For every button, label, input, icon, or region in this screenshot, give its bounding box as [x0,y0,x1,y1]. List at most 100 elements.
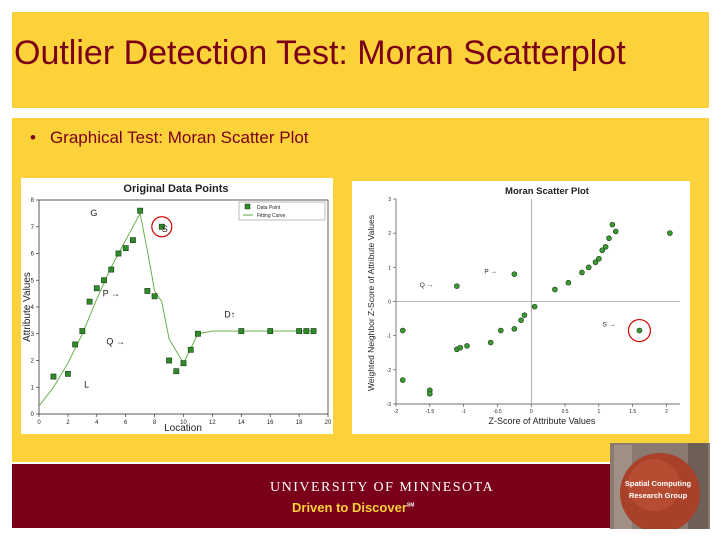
slide-title: Outlier Detection Test: Moran Scatterplo… [14,34,626,72]
x-tick-label: 2 [66,420,70,426]
scatter-point [579,269,585,276]
data-point [296,328,302,334]
scatter-point [565,279,572,286]
x-tick-label: 20 [325,420,332,426]
data-point [122,245,129,252]
y-tick-label: 0 [31,412,35,418]
data-point [166,357,172,364]
x-tick-label: -1 [461,409,466,415]
y-tick-label: 2 [388,231,391,237]
data-point [267,328,274,334]
plot-frame [38,199,329,415]
y-tick-label: -1 [387,334,392,340]
data-point [79,328,86,334]
y-tick-label: -3 [387,402,392,408]
scatter-point [518,317,524,324]
x-tick-label: 0 [530,409,533,415]
data-point [108,266,115,273]
research-group-line1: Spatial Computing [624,479,692,488]
outlier-highlight-circle [151,216,173,238]
y-tick-label: 8 [31,198,35,204]
x-tick-label: 16 [267,420,274,426]
scatter-point [498,327,504,334]
title-band [12,12,709,108]
scatter-point [511,271,518,277]
x-tick-label: 14 [238,420,245,426]
scatter-point [552,286,558,293]
y-tick-label: 3 [31,332,35,338]
x-tick-label: 0 [37,420,41,426]
x-tick-label: -2 [394,409,399,415]
university-wordmark: UNIVERSITY OF MINNESOTA [270,480,495,495]
x-axis-label: Z-Score of Attribute Values [489,416,596,426]
x-tick-label: 12 [209,420,216,426]
x-tick-label: -0.5 [493,409,502,415]
x-tick-label: 0.5 [562,409,569,415]
data-point [310,328,317,334]
data-point [173,368,180,375]
annotation-label: P → [484,268,497,275]
data-point [101,277,107,284]
research-group-label: Spatial Computing Research Group [618,478,698,502]
y-tick-label: 4 [31,305,35,311]
data-point [195,330,201,337]
data-point [72,341,79,348]
x-axis-label: Location [164,423,202,434]
scatter-point [521,312,528,318]
footer-band [12,464,709,528]
outlier-highlight-circle [627,318,652,343]
legend-box [238,201,326,221]
data-point [64,370,71,377]
annotation-label: Q → [420,282,433,289]
data-point [187,346,194,353]
y-tick-label: 2 [31,359,35,365]
y-tick-label: 1 [31,385,35,391]
chart-title: Moran Scatter Plot [505,186,590,197]
x-tick-label: 18 [296,420,303,426]
y-tick-label: 1 [388,265,391,271]
x-tick-label: 1.5 [629,409,636,415]
data-point [151,293,158,300]
annotation-label: S → [603,321,616,328]
scatter-point [585,264,592,271]
x-tick-label: 10 [180,420,187,426]
annotation-label: L [84,379,89,389]
moran-scatter-chart: Moran Scatter Plot -2 -1.5 -1 -0.5 0 0.5 1 1.5 2 -… [366,186,680,426]
data-point [130,237,136,244]
y-axis-label: Weighted Neighbor Z-Score of Attribute V… [366,215,376,391]
y-tick-label: 0 [388,300,391,306]
data-point [238,328,245,334]
scatter-point [612,228,619,235]
chart-title: Original Data Points [123,183,228,195]
y-tick-label: 5 [31,278,35,284]
moran-scatter-chart-panel: Moran Scatter Plot -2 -1.5 -1 -0.5 0 0.5 1 1.5 2 -… [352,181,690,434]
scatter-point [599,247,606,254]
legend-label-data-point: Data Point [257,205,281,211]
data-point [86,298,93,305]
y-tick-label: 3 [388,197,391,203]
legend-label-fitting-curve: Fitting Curve [257,213,286,219]
data-point [144,288,151,294]
scatter-point [457,344,464,351]
annotation-label: P → [103,288,120,298]
scatter-point [667,230,673,236]
data-point [93,285,100,292]
data-point [158,223,165,230]
annotation-label: Q → [106,336,125,346]
x-tick-label: 2 [665,409,668,415]
x-tick-label: -1.5 [425,409,434,415]
y-tick-label: 6 [31,252,35,258]
scatter-point [427,390,433,397]
bullet-item: • Graphical Test: Moran Scatter Plot [30,128,309,148]
x-tick-label: 4 [95,420,99,426]
legend-marker-data-point [244,203,251,210]
scatter-point [531,303,538,310]
bullet-marker: • [30,128,36,147]
annotation-label: G [90,208,97,218]
scatter-point [592,259,599,266]
service-mark: SM [406,502,415,509]
research-group-logo [610,443,710,529]
original-data-chart-panel: Original Data Points 0 2 4 6 8 10 12 14 16 18 20 0 1 2… [21,178,333,434]
annotation-label: S [162,224,168,234]
